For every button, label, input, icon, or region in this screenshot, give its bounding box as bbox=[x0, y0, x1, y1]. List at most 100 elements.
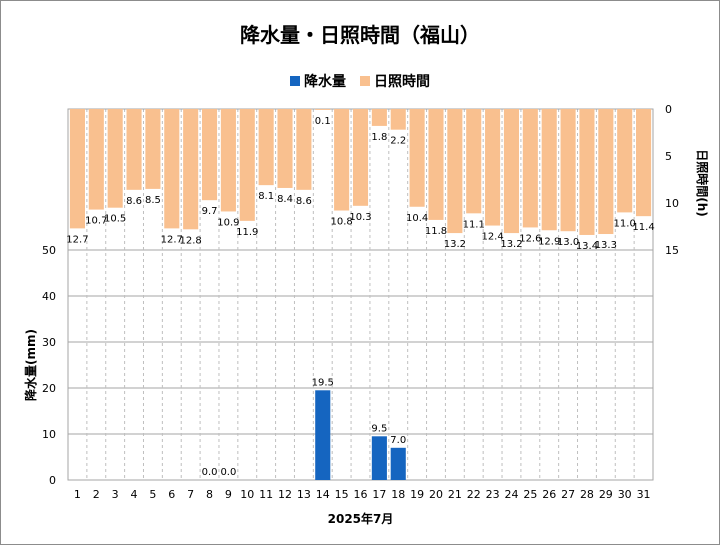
sunshine-bar bbox=[636, 109, 652, 217]
sunshine-data-label: 12.4 bbox=[481, 232, 503, 243]
sunshine-bar bbox=[541, 109, 557, 231]
sunshine-data-label: 10.4 bbox=[406, 213, 428, 224]
sunshine-data-label: 11.9 bbox=[236, 227, 258, 238]
y-tick-label: 50 bbox=[42, 244, 56, 257]
sunshine-bar bbox=[371, 109, 387, 126]
legend-swatch-sunshine bbox=[360, 76, 370, 86]
x-tick-label: 8 bbox=[206, 488, 213, 501]
sunshine-bar bbox=[201, 109, 218, 201]
x-tick-label: 11 bbox=[259, 488, 273, 501]
sunshine-data-label: 13.4 bbox=[576, 241, 598, 252]
legend-item-precipitation: 降水量 bbox=[290, 71, 346, 91]
sunshine-data-label: 8.5 bbox=[145, 195, 161, 206]
legend-label-sunshine: 日照時間 bbox=[374, 74, 430, 90]
sunshine-data-label: 12.8 bbox=[180, 235, 202, 246]
sunshine-data-label: 10.7 bbox=[85, 216, 107, 227]
sunshine-data-label: 10.9 bbox=[217, 217, 239, 228]
x-tick-label: 10 bbox=[240, 488, 254, 501]
x-tick-label: 6 bbox=[168, 488, 175, 501]
sunshine-data-label: 12.6 bbox=[519, 233, 541, 244]
legend: 降水量 日照時間 bbox=[1, 71, 719, 91]
sunshine-bar bbox=[503, 109, 520, 234]
precipitation-data-label: 0.0 bbox=[202, 467, 218, 478]
sunshine-bar bbox=[315, 109, 331, 110]
precipitation-data-label: 7.0 bbox=[390, 435, 406, 446]
x-tick-label: 4 bbox=[131, 488, 138, 501]
sunshine-data-label: 12.9 bbox=[538, 236, 560, 247]
sunshine-bar bbox=[522, 109, 538, 228]
y2-tick-label: 0 bbox=[665, 103, 672, 116]
x-tick-label: 3 bbox=[112, 488, 119, 501]
sunshine-bar bbox=[409, 109, 425, 207]
x-tick-label: 14 bbox=[316, 488, 330, 501]
sunshine-bar bbox=[239, 109, 255, 221]
sunshine-data-label: 10.8 bbox=[330, 217, 352, 228]
y-tick-label: 40 bbox=[42, 290, 56, 303]
sunshine-data-label: 11.8 bbox=[425, 226, 447, 237]
precipitation-bar bbox=[390, 447, 406, 480]
sunshine-bar bbox=[579, 109, 595, 235]
x-tick-label: 18 bbox=[391, 488, 405, 501]
legend-label-precipitation: 降水量 bbox=[304, 74, 346, 90]
sunshine-data-label: 11.0 bbox=[614, 218, 636, 229]
precipitation-bar bbox=[315, 390, 331, 480]
precipitation-data-label: 19.5 bbox=[312, 377, 334, 388]
y2-tick-label: 5 bbox=[665, 150, 672, 163]
sunshine-bar bbox=[617, 109, 633, 213]
sunshine-bar bbox=[466, 109, 482, 214]
precipitation-data-label: 9.5 bbox=[371, 423, 387, 434]
sunshine-data-label: 8.6 bbox=[126, 196, 142, 207]
x-tick-label: 28 bbox=[580, 488, 594, 501]
sunshine-bar bbox=[428, 109, 444, 220]
y-tick-label: 10 bbox=[42, 428, 56, 441]
sunshine-data-label: 10.3 bbox=[349, 212, 371, 223]
x-tick-label: 9 bbox=[225, 488, 232, 501]
x-tick-label: 20 bbox=[429, 488, 443, 501]
x-tick-label: 5 bbox=[149, 488, 156, 501]
sunshine-data-label: 9.7 bbox=[202, 206, 218, 217]
sunshine-data-label: 13.2 bbox=[444, 239, 466, 250]
legend-swatch-precipitation bbox=[290, 76, 300, 86]
x-tick-label: 24 bbox=[504, 488, 518, 501]
sunshine-data-label: 11.4 bbox=[632, 222, 654, 233]
x-tick-label: 23 bbox=[486, 488, 500, 501]
sunshine-bar bbox=[598, 109, 614, 235]
sunshine-bar bbox=[560, 109, 576, 232]
chart-title: 降水量・日照時間（福山） bbox=[240, 23, 480, 47]
sunshine-bar bbox=[145, 109, 161, 189]
precipitation-bar bbox=[371, 436, 387, 480]
y-axis-title: 降水量(mm) bbox=[23, 329, 38, 401]
x-tick-label: 2 bbox=[93, 488, 100, 501]
sunshine-data-label: 2.2 bbox=[390, 136, 406, 147]
sunshine-bar bbox=[107, 109, 123, 208]
sunshine-bar bbox=[390, 109, 406, 130]
sunshine-data-label: 13.3 bbox=[595, 240, 617, 251]
sunshine-data-label: 13.0 bbox=[557, 237, 579, 248]
sunshine-bar bbox=[296, 109, 312, 190]
sunshine-bar bbox=[88, 109, 104, 210]
sunshine-bar bbox=[220, 109, 236, 212]
y2-tick-label: 15 bbox=[665, 244, 679, 257]
y2-tick-label: 10 bbox=[665, 197, 679, 210]
x-tick-label: 21 bbox=[448, 488, 462, 501]
sunshine-bar bbox=[334, 109, 350, 211]
sunshine-data-label: 1.8 bbox=[371, 132, 387, 143]
x-tick-label: 16 bbox=[354, 488, 368, 501]
sunshine-data-label: 8.1 bbox=[258, 191, 274, 202]
sunshine-bar bbox=[277, 109, 293, 188]
precipitation-data-label: 0.0 bbox=[220, 467, 236, 478]
sunshine-data-label: 8.6 bbox=[296, 196, 312, 207]
sunshine-bar bbox=[258, 109, 274, 186]
y-tick-label: 0 bbox=[49, 474, 56, 487]
sunshine-bar bbox=[126, 109, 142, 190]
x-tick-label: 26 bbox=[542, 488, 556, 501]
sunshine-data-label: 11.1 bbox=[463, 219, 485, 230]
sunshine-data-label: 10.5 bbox=[104, 214, 126, 225]
x-axis-title: 2025年7月 bbox=[328, 511, 394, 526]
sunshine-data-label: 13.2 bbox=[500, 239, 522, 250]
x-tick-label: 17 bbox=[372, 488, 386, 501]
sunshine-data-label: 12.7 bbox=[161, 234, 183, 245]
x-tick-label: 12 bbox=[278, 488, 292, 501]
x-tick-label: 22 bbox=[467, 488, 481, 501]
y2-axis-title: 日照時間(h) bbox=[695, 149, 710, 217]
